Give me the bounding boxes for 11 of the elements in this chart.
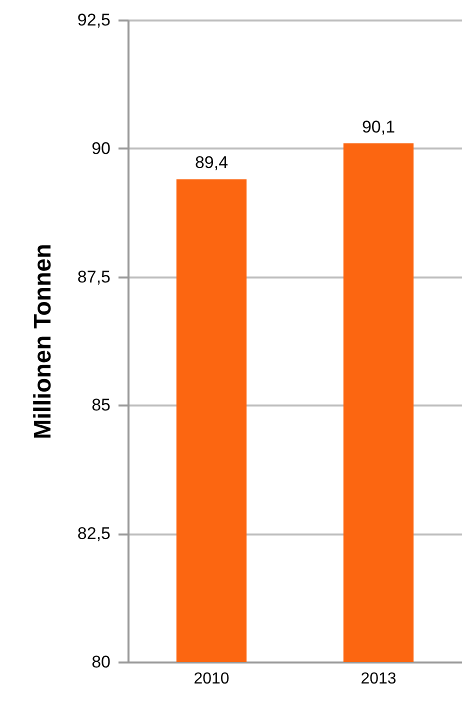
y-tick-label: 90 [92, 138, 110, 158]
x-tick-label: 2013 [360, 670, 396, 688]
data-label: 90,1 [362, 117, 396, 136]
y-tick-label: 87,5 [77, 267, 110, 286]
data-label: 89,4 [194, 153, 228, 172]
x-tick-label: 2010 [194, 670, 230, 688]
y-tick-label: 85 [92, 396, 110, 415]
y-tick-label: 82,5 [77, 524, 110, 544]
y-tick-label: 80 [92, 652, 110, 672]
y-tick-label: 92,5 [77, 10, 110, 30]
y-axis-title: Millionen Tonnen [29, 244, 56, 440]
